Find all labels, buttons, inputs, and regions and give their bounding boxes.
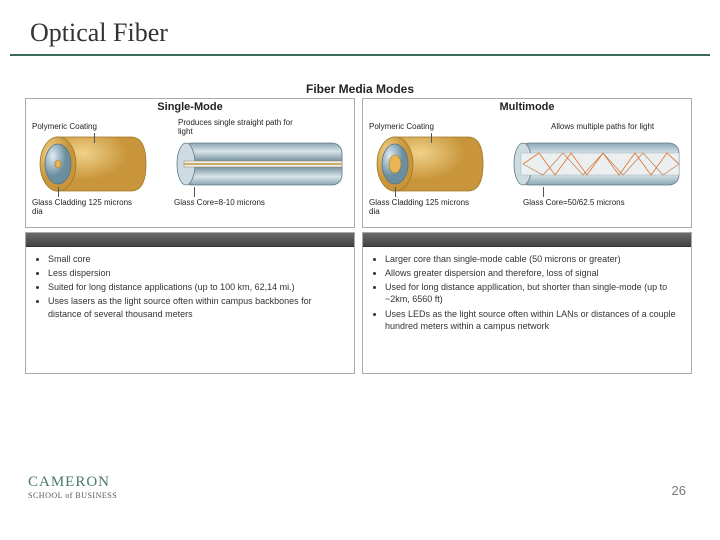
multimode-cable: [511, 141, 687, 187]
multimode-title: Multimode: [363, 101, 691, 113]
label-core: Glass Core=50/62.5 microns: [523, 199, 663, 208]
title-rule: [10, 54, 710, 56]
list-item: Larger core than single-mode cable (50 m…: [385, 253, 681, 265]
panel-header-bar: [26, 233, 354, 247]
multimode-cross-section: [373, 133, 493, 195]
single-mode-cable: [174, 141, 350, 187]
label-core: Glass Core=8-10 microns: [174, 199, 294, 208]
page-title: Optical Fiber: [30, 18, 168, 48]
panel-header-bar: [363, 233, 691, 247]
list-item: Uses lasers as the light source often wi…: [48, 295, 344, 319]
list-item: Allows greater dispersion and therefore,…: [385, 267, 681, 279]
single-mode-bullet-list: Small core Less dispersion Suited for lo…: [26, 247, 354, 328]
single-mode-title: Single-Mode: [26, 101, 354, 113]
list-item: Less dispersion: [48, 267, 344, 279]
label-coating: Polymeric Coating: [32, 123, 112, 132]
panel-multimode-bullets: Larger core than single-mode cable (50 m…: [362, 232, 692, 374]
list-item: Small core: [48, 253, 344, 265]
single-mode-cross-section: [36, 133, 156, 195]
panel-single-mode-bullets: Small core Less dispersion Suited for lo…: [25, 232, 355, 374]
label-coating: Polymeric Coating: [369, 123, 449, 132]
list-item: Suited for long distance applications (u…: [48, 281, 344, 293]
media-modes-title: Fiber Media Modes: [0, 82, 720, 96]
list-item: Uses LEDs as the light source often with…: [385, 308, 681, 332]
panel-single-mode-diagram: Single-Mode Polymeric Coating Produces s…: [25, 98, 355, 228]
panel-multimode-diagram: Multimode Polymeric Coating Allows multi…: [362, 98, 692, 228]
page-number: 26: [672, 483, 686, 498]
cameron-logo: CAMERON SCHOOL of BUSINESS: [28, 474, 117, 500]
label-desc: Produces single straight path for light: [178, 119, 298, 137]
label-cladding: Glass Cladding 125 microns dia: [32, 199, 142, 217]
label-desc: Allows multiple paths for light: [551, 123, 681, 132]
multimode-bullet-list: Larger core than single-mode cable (50 m…: [363, 247, 691, 340]
label-cladding: Glass Cladding 125 microns dia: [369, 199, 479, 217]
logo-line1: CAMERON: [28, 474, 117, 491]
list-item: Used for long distance appllication, but…: [385, 281, 681, 305]
logo-line2: SCHOOL of BUSINESS: [28, 491, 117, 500]
